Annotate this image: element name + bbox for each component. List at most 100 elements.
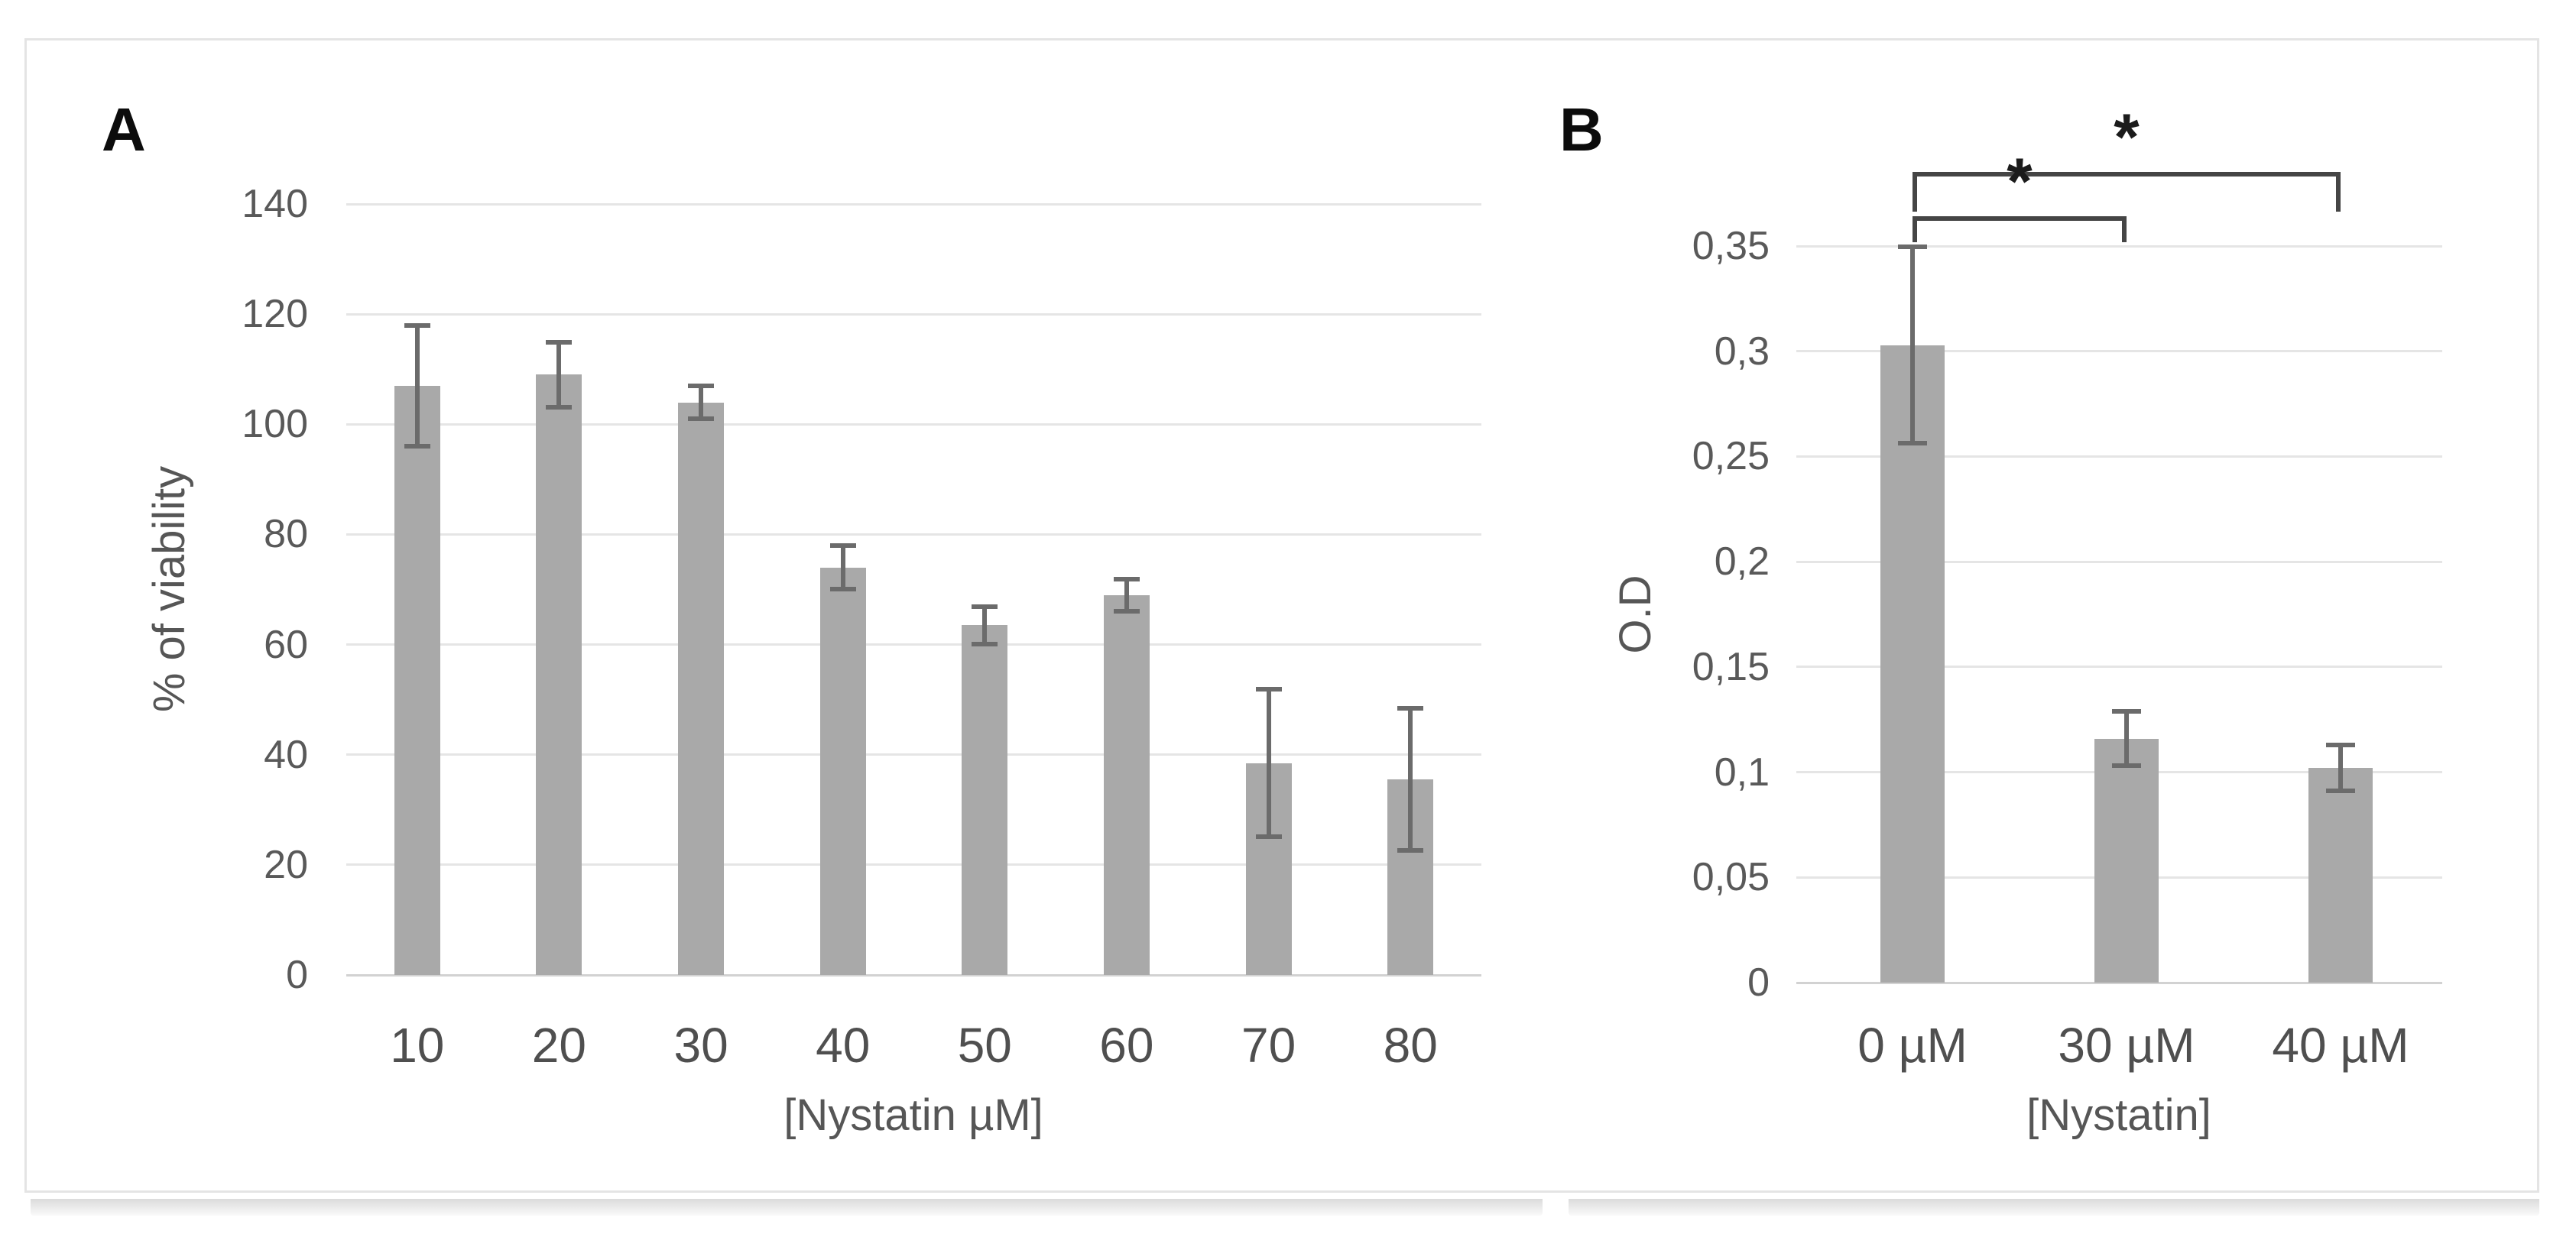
error-bar-cap-top bbox=[688, 384, 715, 389]
error-bar-cap-top bbox=[1397, 706, 1424, 711]
y-tick-label: 0,3 bbox=[1714, 329, 1770, 374]
error-bar-cap-bottom bbox=[688, 416, 715, 421]
bar bbox=[678, 402, 725, 975]
x-tick-label: 20 bbox=[531, 1018, 586, 1073]
gridline bbox=[1796, 560, 2442, 563]
frame-shadow-right bbox=[1569, 1199, 2539, 1216]
y-tick-label: 0,15 bbox=[1692, 644, 1770, 689]
error-bar bbox=[699, 385, 704, 419]
x-axis-title-a: [Nystatin µM] bbox=[784, 1090, 1043, 1140]
significance-bracket-tick bbox=[2336, 172, 2341, 212]
error-bar-cap-top bbox=[2112, 709, 2141, 714]
gridline bbox=[346, 533, 1481, 536]
y-tick-label: 0 bbox=[286, 953, 308, 997]
error-bar bbox=[2124, 711, 2129, 766]
bar bbox=[1880, 345, 1945, 983]
panel-label-a: A bbox=[102, 96, 146, 164]
error-bar bbox=[1266, 688, 1271, 837]
error-bar-cap-top bbox=[2326, 743, 2355, 748]
gridline bbox=[346, 973, 1481, 977]
gridline bbox=[346, 313, 1481, 316]
x-tick-label: 10 bbox=[390, 1018, 445, 1073]
y-tick-label: 0,1 bbox=[1714, 750, 1770, 795]
error-bar-cap-bottom bbox=[972, 642, 998, 647]
error-bar-cap-top bbox=[829, 543, 856, 549]
y-tick-label: 140 bbox=[242, 182, 308, 226]
gridline bbox=[1796, 666, 2442, 669]
bar bbox=[394, 385, 440, 975]
error-bar-cap-top bbox=[404, 323, 430, 329]
y-tick-label: 60 bbox=[264, 622, 308, 667]
gridline bbox=[346, 202, 1481, 206]
error-bar-cap-bottom bbox=[546, 405, 573, 410]
x-tick-label: 70 bbox=[1241, 1018, 1296, 1073]
error-bar-cap-top bbox=[972, 604, 998, 609]
error-bar-cap-bottom bbox=[1397, 848, 1424, 853]
y-tick-label: 0,35 bbox=[1692, 224, 1770, 268]
bar bbox=[962, 625, 1008, 975]
gridline bbox=[1796, 455, 2442, 458]
significance-asterisk: * bbox=[2007, 145, 2033, 219]
bar bbox=[2094, 738, 2159, 983]
error-bar-cap-bottom bbox=[2326, 788, 2355, 793]
error-bar-cap-top bbox=[1113, 576, 1140, 581]
frame-shadow-left bbox=[31, 1199, 1543, 1216]
error-bar bbox=[1408, 708, 1413, 851]
gridline bbox=[346, 423, 1481, 426]
error-bar bbox=[414, 325, 420, 447]
gridline bbox=[346, 863, 1481, 866]
y-tick-label: 0 bbox=[1747, 960, 1770, 1005]
y-tick-label: 0,05 bbox=[1692, 855, 1770, 900]
y-tick-label: 0,25 bbox=[1692, 434, 1770, 479]
significance-bracket-tick bbox=[1913, 216, 1917, 242]
error-bar-cap-top bbox=[1255, 686, 1282, 691]
gridline bbox=[1796, 245, 2442, 248]
bar bbox=[819, 567, 866, 975]
error-bar-cap-top bbox=[546, 339, 573, 345]
y-axis-title-b: O.D bbox=[1611, 575, 1660, 654]
gridline bbox=[1796, 350, 2442, 353]
y-tick-label: 100 bbox=[242, 402, 308, 447]
significance-bracket-tick bbox=[2122, 216, 2127, 242]
y-tick-label: 120 bbox=[242, 292, 308, 337]
y-tick-label: 80 bbox=[264, 512, 308, 557]
figure-frame bbox=[24, 38, 2539, 1193]
error-bar-cap-bottom bbox=[404, 443, 430, 449]
gridline bbox=[346, 753, 1481, 756]
error-bar-cap-bottom bbox=[1255, 834, 1282, 840]
error-bar-cap-bottom bbox=[1898, 441, 1927, 446]
x-axis-title-b: [Nystatin] bbox=[2026, 1090, 2211, 1140]
x-tick-label: 60 bbox=[1099, 1018, 1154, 1073]
x-tick-label: 30 µM bbox=[2058, 1018, 2195, 1073]
bar bbox=[2308, 768, 2373, 983]
error-bar bbox=[2338, 744, 2343, 792]
x-tick-label: 80 bbox=[1383, 1018, 1438, 1073]
bar bbox=[1103, 594, 1150, 975]
error-bar bbox=[840, 545, 845, 590]
significance-asterisk: * bbox=[2114, 101, 2140, 174]
error-bar-cap-top bbox=[1898, 244, 1927, 249]
bar bbox=[536, 374, 582, 975]
gridline bbox=[346, 643, 1481, 646]
y-tick-label: 40 bbox=[264, 732, 308, 777]
error-bar bbox=[1910, 246, 1915, 444]
x-tick-label: 0 µM bbox=[1857, 1018, 1968, 1073]
gridline bbox=[1796, 981, 2442, 984]
error-bar bbox=[982, 606, 988, 645]
significance-bracket bbox=[1913, 216, 2127, 221]
error-bar-cap-bottom bbox=[1113, 608, 1140, 614]
x-tick-label: 40 µM bbox=[2272, 1018, 2409, 1073]
error-bar-cap-bottom bbox=[2112, 763, 2141, 768]
y-axis-title-a: % of viability bbox=[144, 465, 194, 713]
panel-label-b: B bbox=[1559, 96, 1604, 164]
significance-bracket-tick bbox=[1913, 172, 1917, 212]
y-tick-label: 0,2 bbox=[1714, 539, 1770, 585]
significance-bracket bbox=[1913, 172, 2341, 177]
error-bar bbox=[1124, 578, 1129, 612]
error-bar bbox=[556, 342, 562, 408]
x-tick-label: 30 bbox=[673, 1018, 728, 1073]
x-tick-label: 50 bbox=[957, 1018, 1012, 1073]
error-bar-cap-bottom bbox=[829, 587, 856, 591]
y-tick-label: 20 bbox=[264, 842, 308, 887]
